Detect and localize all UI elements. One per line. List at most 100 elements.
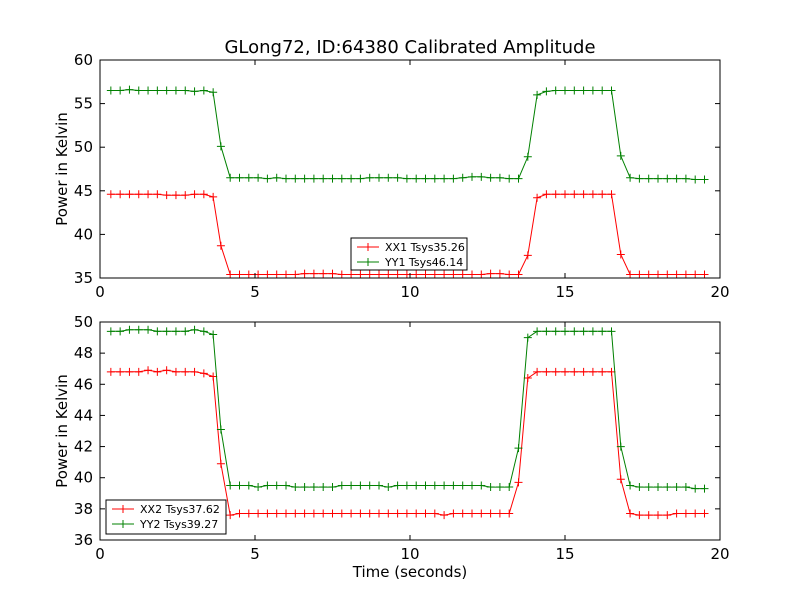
data-point (430, 174, 439, 183)
data-point (700, 270, 709, 279)
legend-marker (119, 520, 127, 528)
data-point (300, 509, 309, 518)
x-tick-label: 20 (710, 283, 729, 301)
data-point (542, 367, 551, 376)
data-point (570, 86, 579, 95)
data-point (216, 425, 225, 434)
data-point (626, 173, 635, 182)
top-panel: 0 5 10 15 20 35 40 45 50 55 60 Power in Kelvin XX1 T… (53, 51, 730, 301)
data-point (272, 509, 281, 518)
data-point (468, 270, 476, 279)
data-point (125, 85, 134, 94)
data-point (375, 270, 383, 279)
data-point (125, 367, 134, 376)
data-point (291, 483, 300, 492)
data-point (421, 270, 430, 279)
data-point (681, 174, 690, 183)
data-point (626, 270, 635, 279)
data-point (681, 483, 690, 492)
data-point (328, 269, 337, 278)
data-point (477, 270, 486, 279)
legend-marker (119, 505, 127, 513)
data-point (616, 442, 625, 451)
data-point (356, 270, 365, 279)
y-tick-label: 48 (74, 344, 93, 362)
data-point (440, 511, 449, 520)
data-point (523, 152, 532, 161)
data-point (134, 367, 143, 376)
y-tick-label: 40 (74, 469, 93, 487)
data-point (384, 483, 393, 492)
data-point (579, 367, 588, 376)
data-point (134, 86, 143, 95)
data-point (134, 190, 143, 199)
data-point (235, 173, 244, 182)
x-tick-label: 15 (555, 283, 574, 301)
data-point (235, 270, 244, 279)
data-point (551, 190, 560, 199)
data-point (635, 174, 644, 183)
data-point (347, 509, 356, 518)
data-point (216, 459, 225, 468)
data-point (116, 367, 125, 376)
data-point (254, 173, 263, 182)
data-point (588, 190, 597, 199)
data-point (309, 269, 318, 278)
data-point (319, 269, 328, 278)
data-point (272, 173, 281, 182)
x-tick-label: 10 (400, 283, 419, 301)
data-point (171, 367, 180, 376)
data-point (523, 333, 532, 342)
x-tick-label: 15 (555, 545, 574, 563)
data-point (272, 270, 281, 279)
data-point (144, 86, 153, 95)
x-tick-label: 10 (400, 545, 419, 563)
data-point (365, 270, 374, 279)
data-point (505, 483, 514, 492)
data-point (505, 270, 514, 279)
data-point (347, 481, 356, 490)
data-point (691, 175, 700, 184)
data-point (468, 481, 476, 490)
data-point (468, 509, 476, 518)
data-point (533, 367, 542, 376)
data-point (171, 86, 180, 95)
data-point (356, 174, 365, 183)
data-point (282, 270, 290, 279)
data-point (153, 86, 162, 95)
data-point (365, 173, 374, 182)
data-point (393, 509, 402, 518)
data-point (616, 475, 625, 484)
data-point (672, 509, 681, 518)
data-point (244, 173, 253, 182)
data-point (561, 327, 569, 336)
data-point (328, 509, 337, 518)
data-point (199, 86, 208, 95)
data-point (542, 327, 551, 336)
data-point (654, 483, 662, 492)
data-point (144, 366, 153, 375)
legend-box (105, 499, 227, 535)
data-point (598, 86, 607, 95)
data-point (644, 270, 653, 279)
data-point (412, 509, 421, 518)
data-point (468, 172, 476, 181)
legend-label: XX1 Tsys35.26 (385, 241, 465, 254)
data-point (691, 509, 700, 518)
data-point (477, 509, 486, 518)
data-point (226, 270, 235, 279)
y-tick-label: 35 (74, 269, 93, 287)
data-point (337, 481, 346, 490)
data-point (486, 483, 495, 492)
data-point (244, 481, 253, 490)
data-point (300, 269, 309, 278)
data-point (209, 372, 218, 381)
data-point (672, 270, 681, 279)
y-axis-label: Power in Kelvin (53, 112, 71, 226)
data-point (254, 509, 263, 518)
data-point (190, 87, 199, 96)
data-point (393, 173, 402, 182)
data-point (216, 142, 225, 151)
data-point (337, 174, 346, 183)
data-point (328, 483, 337, 492)
